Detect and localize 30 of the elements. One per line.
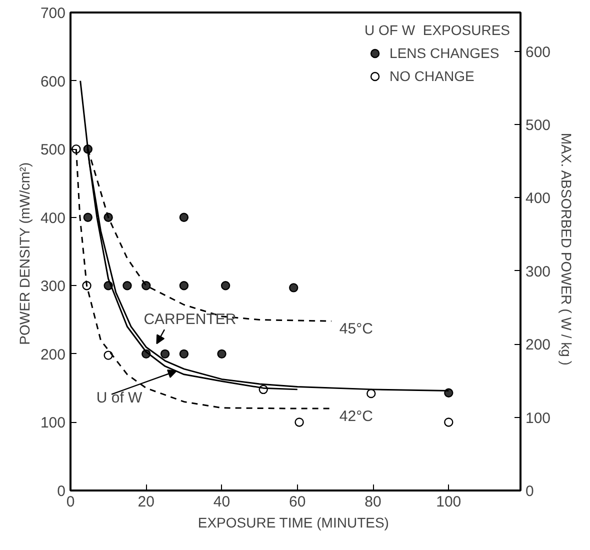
y2-tick-label: 600 xyxy=(526,44,551,61)
y-tick-label: 0 xyxy=(57,483,66,500)
x-tick-label: 80 xyxy=(364,494,382,510)
y2-tick-label: 300 xyxy=(526,263,551,280)
y2-axis-title: MAX. ABSORBED POWER ( W / kg ) xyxy=(558,132,575,366)
y2-tick-label: 400 xyxy=(526,190,551,208)
y-axis-title: POWER DENSITY (mW/cm²) xyxy=(16,162,32,345)
legend-label: LENS CHANGES xyxy=(390,45,500,61)
legend-label: NO CHANGE xyxy=(390,68,474,84)
x-tick-label: 40 xyxy=(213,494,230,510)
annotation: U of W xyxy=(96,390,144,407)
x-tick-label: 60 xyxy=(289,494,306,510)
annotation: 42°C xyxy=(339,408,374,426)
y-tick-label: 400 xyxy=(40,210,66,227)
y2-tick-label: 200 xyxy=(526,336,551,354)
x-axis-title: EXPOSURE TIME (MINUTES) xyxy=(198,514,389,530)
y-tick-label: 600 xyxy=(40,73,66,90)
y-tick-label: 300 xyxy=(40,278,66,296)
y2-tick-label: 0 xyxy=(526,483,534,500)
y2-tick-label: 100 xyxy=(526,410,551,427)
legend-title: U OF W EXPOSURES xyxy=(364,22,510,38)
x-tick-label: 100 xyxy=(436,494,462,510)
y-tick-label: 100 xyxy=(40,414,66,432)
annotation: 45°C xyxy=(339,320,374,338)
y-tick-label: 700 xyxy=(40,5,66,22)
x-tick-label: 20 xyxy=(138,494,154,510)
y-tick-label: 500 xyxy=(40,142,66,159)
annotation: CARPENTER xyxy=(144,311,236,328)
y2-tick-label: 500 xyxy=(526,116,551,134)
y-tick-label: 200 xyxy=(40,346,66,364)
